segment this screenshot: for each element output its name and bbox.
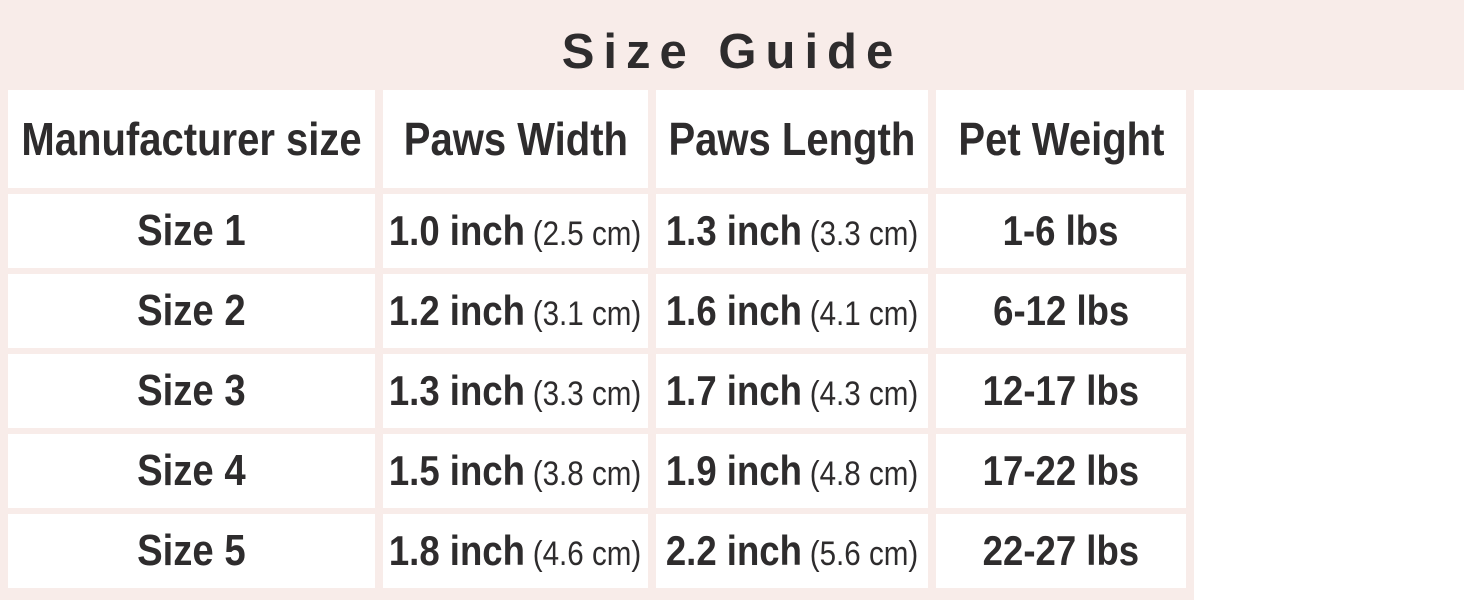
cell-size-4: Size 4 — [8, 434, 375, 508]
measurement: 1.5 inch (3.8 cm) — [389, 447, 641, 495]
cm-value: (4.8 cm) — [809, 455, 919, 493]
cell-size-2: Size 2 — [8, 274, 375, 348]
cm-value: (3.1 cm) — [533, 295, 642, 333]
cell-paws-width-1: 1.0 inch (2.5 cm) — [383, 194, 648, 268]
measurement: 2.2 inch (5.6 cm) — [666, 527, 918, 575]
column-header-label: Paws Length — [668, 113, 916, 165]
measurement: 1.2 inch (3.1 cm) — [389, 287, 641, 335]
measurement: 1.7 inch (4.3 cm) — [666, 367, 918, 415]
empty-side-panel — [1194, 90, 1464, 600]
size-value: Size 2 — [137, 286, 246, 335]
size-guide-table: Manufacturer size Paws Width Paws Length… — [8, 90, 1186, 588]
cell-pet-weight-4: 17-22 lbs — [936, 434, 1186, 508]
cm-value: (3.3 cm) — [809, 215, 919, 253]
size-value: Size 1 — [137, 206, 246, 255]
column-header-label: Manufacturer size — [21, 113, 362, 165]
weight-value: 17-22 lbs — [982, 447, 1140, 494]
inch-value: 1.5 inch — [389, 447, 526, 494]
measurement: 1.8 inch (4.6 cm) — [389, 527, 641, 575]
column-header-label: Pet Weight — [957, 113, 1165, 165]
cell-paws-length-4: 1.9 inch (4.8 cm) — [656, 434, 928, 508]
cm-value: (3.3 cm) — [533, 375, 642, 413]
inch-value: 1.0 inch — [389, 207, 526, 254]
cell-paws-length-1: 1.3 inch (3.3 cm) — [656, 194, 928, 268]
page-title: Size Guide — [561, 25, 903, 79]
cell-pet-weight-3: 12-17 lbs — [936, 354, 1186, 428]
cell-paws-width-3: 1.3 inch (3.3 cm) — [383, 354, 648, 428]
column-header-paws-width: Paws Width — [383, 90, 648, 188]
cell-pet-weight-5: 22-27 lbs — [936, 514, 1186, 588]
size-value: Size 5 — [137, 526, 246, 575]
cm-value: (2.5 cm) — [533, 215, 642, 253]
cell-paws-length-3: 1.7 inch (4.3 cm) — [656, 354, 928, 428]
weight-value: 1-6 lbs — [1003, 207, 1119, 254]
cell-size-5: Size 5 — [8, 514, 375, 588]
inch-value: 1.9 inch — [665, 447, 802, 494]
measurement: 1.6 inch (4.1 cm) — [666, 287, 918, 335]
inch-value: 1.8 inch — [389, 527, 526, 574]
inch-value: 1.2 inch — [389, 287, 526, 334]
cm-value: (5.6 cm) — [809, 535, 919, 573]
inch-value: 1.6 inch — [665, 287, 802, 334]
inch-value: 1.3 inch — [665, 207, 802, 254]
cell-size-1: Size 1 — [8, 194, 375, 268]
cm-value: (4.1 cm) — [809, 295, 919, 333]
cell-paws-length-5: 2.2 inch (5.6 cm) — [656, 514, 928, 588]
column-header-label: Paws Width — [403, 113, 628, 165]
cell-pet-weight-2: 6-12 lbs — [936, 274, 1186, 348]
measurement: 1.3 inch (3.3 cm) — [666, 207, 918, 255]
cell-pet-weight-1: 1-6 lbs — [936, 194, 1186, 268]
weight-value: 22-27 lbs — [982, 527, 1140, 574]
cell-size-3: Size 3 — [8, 354, 375, 428]
measurement: 1.9 inch (4.8 cm) — [666, 447, 918, 495]
size-value: Size 4 — [137, 446, 246, 495]
column-header-paws-length: Paws Length — [656, 90, 928, 188]
cell-paws-length-2: 1.6 inch (4.1 cm) — [656, 274, 928, 348]
size-value: Size 3 — [137, 366, 246, 415]
measurement: 1.3 inch (3.3 cm) — [389, 367, 641, 415]
cm-value: (4.6 cm) — [533, 535, 642, 573]
cell-paws-width-2: 1.2 inch (3.1 cm) — [383, 274, 648, 348]
column-header-manufacturer-size: Manufacturer size — [8, 90, 375, 188]
inch-value: 1.3 inch — [389, 367, 526, 414]
cm-value: (4.3 cm) — [809, 375, 919, 413]
weight-value: 6-12 lbs — [992, 287, 1130, 334]
cm-value: (3.8 cm) — [533, 455, 642, 493]
weight-value: 12-17 lbs — [982, 367, 1140, 414]
column-header-pet-weight: Pet Weight — [936, 90, 1186, 188]
measurement: 1.0 inch (2.5 cm) — [389, 207, 641, 255]
cell-paws-width-5: 1.8 inch (4.6 cm) — [383, 514, 648, 588]
inch-value: 2.2 inch — [665, 527, 802, 574]
inch-value: 1.7 inch — [665, 367, 802, 414]
cell-paws-width-4: 1.5 inch (3.8 cm) — [383, 434, 648, 508]
